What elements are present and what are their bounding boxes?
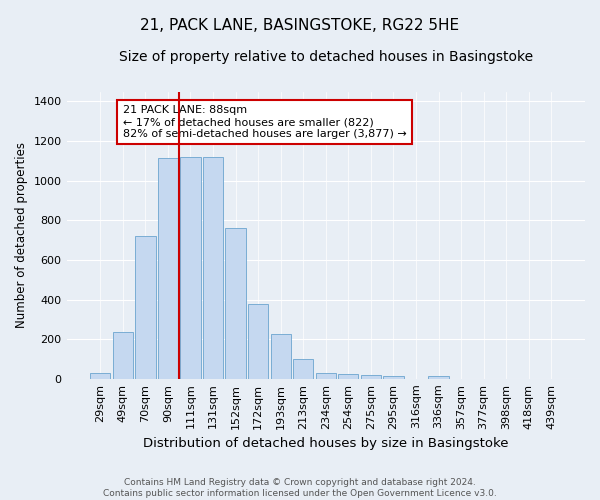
- Bar: [428, 376, 449, 379]
- Bar: [181, 157, 200, 379]
- Bar: [338, 374, 358, 379]
- Text: 21, PACK LANE, BASINGSTOKE, RG22 5HE: 21, PACK LANE, BASINGSTOKE, RG22 5HE: [140, 18, 460, 32]
- Text: Contains HM Land Registry data © Crown copyright and database right 2024.
Contai: Contains HM Land Registry data © Crown c…: [103, 478, 497, 498]
- Bar: [158, 158, 178, 379]
- Bar: [248, 304, 268, 379]
- Text: 21 PACK LANE: 88sqm
← 17% of detached houses are smaller (822)
82% of semi-detac: 21 PACK LANE: 88sqm ← 17% of detached ho…: [123, 106, 407, 138]
- Bar: [90, 373, 110, 379]
- Bar: [135, 236, 155, 379]
- Title: Size of property relative to detached houses in Basingstoke: Size of property relative to detached ho…: [119, 50, 533, 64]
- Bar: [226, 228, 246, 379]
- Bar: [293, 359, 313, 379]
- Bar: [271, 334, 291, 379]
- Bar: [383, 376, 404, 379]
- Y-axis label: Number of detached properties: Number of detached properties: [15, 142, 28, 328]
- Bar: [203, 157, 223, 379]
- Bar: [361, 375, 381, 379]
- Bar: [113, 332, 133, 379]
- X-axis label: Distribution of detached houses by size in Basingstoke: Distribution of detached houses by size …: [143, 437, 509, 450]
- Bar: [316, 373, 336, 379]
